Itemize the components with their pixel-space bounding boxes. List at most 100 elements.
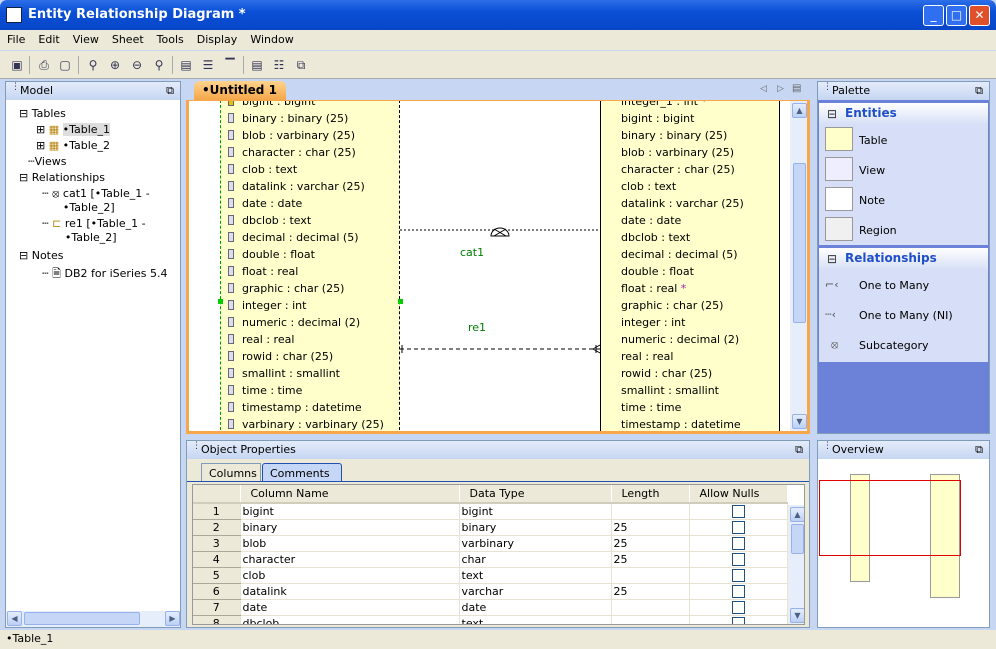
table-column-row[interactable]: float : real *	[621, 282, 687, 295]
maximize-panel-icon[interactable]: ⧉	[795, 443, 803, 456]
table-column-row[interactable]: graphic : char (25)	[621, 299, 724, 312]
table-column-row[interactable]: bigint : bigint	[621, 112, 695, 125]
entity-table-1[interactable]: bigint : bigint binary : binary (25) blob …	[220, 101, 400, 431]
allow-nulls-checkbox[interactable]	[731, 520, 745, 534]
rel-label-cat1[interactable]: cat1	[460, 246, 485, 259]
table-column-row[interactable]: real : real	[621, 350, 674, 363]
table-column-row[interactable]: date : date	[221, 197, 399, 214]
tab-untitled-1[interactable]: •Untitled 1	[194, 81, 286, 100]
table-row[interactable]: 1 bigint bigint	[193, 503, 788, 520]
table-column-row[interactable]: time : time	[221, 384, 399, 401]
tree-node-table1[interactable]: ⊞ ▦ •Table_1	[36, 123, 111, 136]
table-column-row[interactable]: real : real	[221, 333, 399, 350]
properties-icon[interactable]: ▤	[251, 58, 263, 72]
model-horizontal-scrollbar[interactable]: ◀ ▶	[6, 611, 180, 627]
table-column-row[interactable]: numeric : decimal (2)	[621, 333, 740, 346]
allow-nulls-checkbox[interactable]	[731, 536, 745, 550]
table-row[interactable]: 4 character char 25	[193, 551, 788, 568]
allow-nulls-checkbox[interactable]	[731, 568, 745, 582]
rel-label-re1[interactable]: re1	[468, 321, 487, 334]
table-column-row[interactable]: character : char (25)	[221, 146, 399, 163]
table-column-row[interactable]: character : char (25)	[621, 163, 735, 176]
maximize-panel-icon[interactable]: ⧉	[166, 84, 174, 97]
table-column-row[interactable]: integer : int	[621, 316, 686, 329]
table-column-row[interactable]: blob : varbinary (25)	[621, 146, 735, 159]
export-icon[interactable]: ⧉	[296, 58, 306, 72]
table-view-icon[interactable]: ▤	[180, 58, 192, 72]
menu-edit[interactable]: Edit	[38, 33, 60, 46]
table-column-row[interactable]: binary : binary (25)	[621, 129, 728, 142]
table-row[interactable]: 5 clob text	[193, 567, 788, 584]
tab-comments[interactable]: Comments	[262, 463, 342, 481]
table-row[interactable]: 3 blob varbinary 25	[193, 535, 788, 552]
allow-nulls-checkbox[interactable]	[731, 616, 745, 624]
tree-node-note1[interactable]: ┄ 🗎 DB2 for iSeries 5.4	[42, 267, 168, 280]
table-list-icon[interactable]: ☰	[202, 58, 214, 72]
col-header-type[interactable]: Data Type	[459, 485, 612, 504]
table-column-row[interactable]: smallint : smallint	[221, 367, 399, 384]
table-column-row[interactable]: numeric : decimal (2)	[221, 316, 399, 333]
minimize-button[interactable]: _	[923, 5, 944, 26]
table-column-row[interactable]: timestamp : datetime	[621, 418, 741, 431]
table-column-row[interactable]: decimal : decimal (5)	[221, 231, 399, 248]
table-column-row[interactable]: timestamp : datetime	[221, 401, 399, 418]
table-column-row[interactable]: binary : binary (25)	[221, 112, 399, 129]
zoom-fit-icon[interactable]: ⚲	[154, 58, 164, 72]
table-row[interactable]: 7 date date	[193, 599, 788, 616]
table-column-row[interactable]: double : float	[621, 265, 694, 278]
table-column-row[interactable]: datalink : varchar (25)	[621, 197, 744, 210]
table-row[interactable]: 8 dbclob text	[193, 615, 788, 624]
tree-node-table2[interactable]: ⊞ ▦ •Table_2	[36, 139, 111, 152]
table-column-row[interactable]: double : float	[221, 248, 399, 265]
diagram-canvas[interactable]: bigint : bigint binary : binary (25) blob …	[189, 101, 807, 431]
close-button[interactable]: ✕	[969, 5, 990, 26]
table-column-row[interactable]: dbclob : text	[221, 214, 399, 231]
tab-scroll-left-icon[interactable]: ◁	[760, 84, 767, 94]
canvas-vertical-scrollbar[interactable]: ▲ ▼	[790, 101, 807, 431]
table-row[interactable]: 2 binary binary 25	[193, 519, 788, 536]
tab-scroll-right-icon[interactable]: ▷	[777, 84, 784, 94]
table-column-row[interactable]: blob : varbinary (25)	[221, 129, 399, 146]
maximize-panel-icon[interactable]: ⧉	[975, 84, 983, 97]
table-column-row[interactable]: time : time	[621, 401, 682, 414]
allow-nulls-checkbox[interactable]	[731, 552, 745, 566]
overview-viewport[interactable]	[819, 480, 961, 556]
table-column-row[interactable]: float : real	[221, 265, 399, 282]
palette-section-entities[interactable]: ⊟ Entities	[819, 103, 988, 125]
menu-sheet[interactable]: Sheet	[111, 33, 144, 46]
table-column-row[interactable]: clob : text	[621, 180, 677, 193]
tree-node-relationships[interactable]: ⊟ Relationships	[19, 171, 105, 184]
print-icon[interactable]: ⎙	[39, 58, 49, 72]
zoom-in-icon[interactable]: ⊕	[109, 58, 121, 72]
tree-node-cat1[interactable]: ┄ ⦻ cat1 [•Table_1 - •Table_2]	[42, 187, 150, 214]
save-icon[interactable]: ▣	[11, 58, 23, 72]
zoom-out-icon[interactable]: ⊖	[131, 58, 143, 72]
table-header-icon[interactable]: ▔	[225, 58, 235, 72]
allow-nulls-checkbox[interactable]	[731, 505, 745, 518]
table-column-row[interactable]: varbinary : varbinary (25)	[221, 418, 399, 431]
table-column-row[interactable]: rowid : char (25)	[621, 367, 713, 380]
menu-window[interactable]: Window	[250, 33, 294, 46]
table-column-row[interactable]: graphic : char (25)	[221, 282, 399, 299]
layout-icon[interactable]: ☷	[273, 58, 285, 72]
scroll-thumb[interactable]	[793, 163, 806, 323]
table-column-row[interactable]: integer : int	[221, 299, 399, 316]
grid-vertical-scrollbar[interactable]: ▲ ▼	[788, 505, 804, 624]
palette-section-relationships[interactable]: ⊟ Relationships	[819, 248, 988, 270]
allow-nulls-checkbox[interactable]	[731, 600, 745, 614]
tab-columns[interactable]: Columns	[201, 463, 261, 482]
maximize-button[interactable]: □	[946, 5, 967, 26]
menu-tools[interactable]: Tools	[156, 33, 184, 46]
page-setup-icon[interactable]: ▢	[59, 58, 71, 72]
col-header-name[interactable]: Column Name	[240, 485, 460, 504]
table-column-row[interactable]: dbclob : text	[621, 231, 691, 244]
menu-view[interactable]: View	[72, 33, 99, 46]
table-column-row[interactable]: bigint : bigint	[221, 101, 399, 112]
tree-node-notes[interactable]: ⊟ Notes	[19, 249, 64, 262]
col-header-nulls[interactable]: Allow Nulls	[689, 485, 788, 504]
entity-table-2[interactable]: integer_1 : int * bigint : bigint binary :…	[600, 101, 780, 431]
table-column-row[interactable]: decimal : decimal (5)	[621, 248, 738, 261]
tree-node-tables[interactable]: ⊟ Tables	[19, 107, 66, 120]
allow-nulls-checkbox[interactable]	[731, 584, 745, 598]
col-header-length[interactable]: Length	[611, 485, 690, 504]
